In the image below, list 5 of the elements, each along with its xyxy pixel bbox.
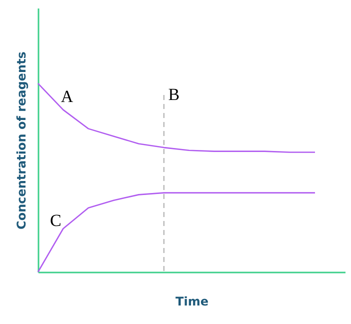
x-axis-title: Time [176,294,208,308]
annotation: A [60,87,74,106]
annotation: B [168,85,180,104]
annotation: C [50,211,62,230]
y-axis-title: Concentration of reagents [14,52,28,230]
